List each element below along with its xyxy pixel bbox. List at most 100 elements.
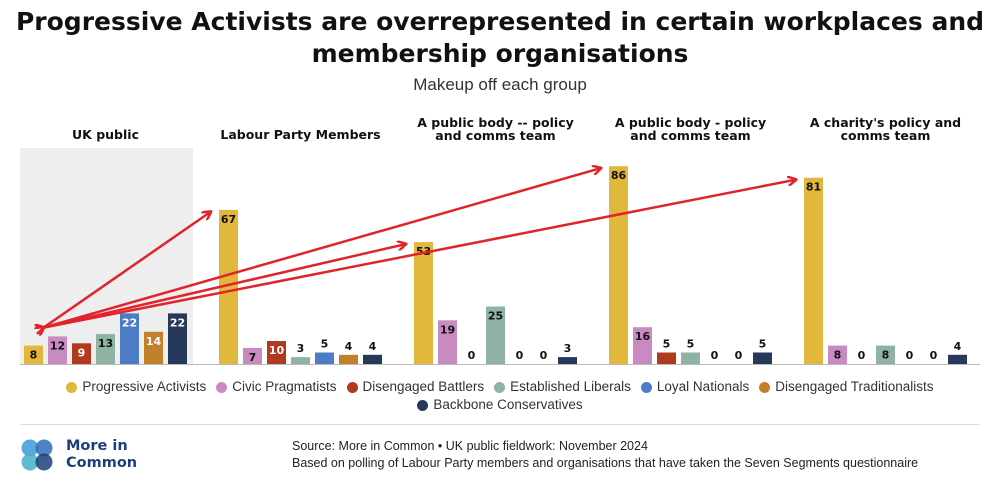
data-label: 12 [50,339,65,352]
source-line-2: Based on polling of Labour Party members… [292,456,919,470]
data-label: 5 [687,338,695,351]
bar [876,345,895,364]
legend-swatch [66,381,78,393]
data-label: 4 [369,340,377,353]
data-label: 0 [906,349,914,362]
bar [633,327,652,364]
bar [609,166,628,364]
data-label: 0 [468,349,476,362]
group-label: Labour Party Members [220,127,380,142]
data-label: 0 [858,349,866,362]
data-label: 4 [954,340,962,353]
logo-icon [21,439,53,471]
bar [144,331,163,364]
legend-item: Civic Pragmatists [216,378,337,396]
legend-label: Progressive Activists [82,379,207,394]
data-label: 3 [564,342,572,355]
bar [558,357,577,364]
legend-item: Backbone Conservatives [417,396,583,414]
data-label: 5 [321,338,329,351]
data-label: 67 [221,213,236,226]
chart-subtitle: Makeup off each group [413,75,587,94]
data-label: 14 [146,335,162,348]
bar [267,341,286,364]
group-label: A charity's policy and comms team [810,115,961,143]
logo-text: More in Common [66,438,137,472]
source-line-1: Source: More in Common • UK public field… [292,439,648,453]
bar [339,354,358,364]
data-label: 22 [122,316,137,329]
legend-item: Loyal Nationals [640,378,750,396]
data-label: 19 [440,323,455,336]
title-line-1: Progressive Activists are overrepresente… [15,7,985,36]
bar [291,357,310,364]
data-label: 8 [882,349,890,362]
legend-item: Disengaged Battlers [346,378,485,396]
legend-label: Established Liberals [510,379,631,394]
bar [657,352,676,364]
data-label: 25 [488,310,503,323]
legend-label: Civic Pragmatists [232,379,337,394]
data-label: 0 [516,349,524,362]
data-label: 5 [759,338,767,351]
data-label: 8 [834,349,842,362]
legend-row-2: Backbone Conservatives [20,396,980,414]
legend: Progressive Activists Civic Pragmatists Di… [20,378,980,414]
data-label: 22 [170,316,185,329]
bar [96,334,115,364]
logo-line-2: Common [66,455,138,471]
comparison-arrow [44,180,796,328]
data-label: 0 [711,349,719,362]
bar [828,345,847,364]
bar [72,343,91,364]
logo-line-1: More in [66,438,128,454]
legend-item: Disengaged Traditionalists [759,378,934,396]
bar [315,352,334,364]
data-label: 8 [30,349,38,362]
group-label: UK public [72,127,139,142]
legend-label: Backbone Conservatives [433,397,583,412]
legend-label: Disengaged Battlers [362,379,485,394]
highlight-background [20,148,193,364]
data-label: 5 [663,338,671,351]
legend-item: Established Liberals [494,378,631,396]
data-label: 9 [78,346,86,359]
data-label: 3 [297,342,305,355]
chart-title: Progressive Activists are overrepresente… [0,6,1000,70]
data-label: 13 [98,337,113,350]
group-label: A public body -- policy and comms team [417,115,574,143]
data-label: 0 [930,349,938,362]
bar [753,352,772,364]
data-label: 16 [635,330,651,343]
legend-swatch [346,381,358,393]
data-label: 86 [611,169,627,182]
bar [681,352,700,364]
bar [48,336,67,364]
title-line-2: membership organisations [311,39,689,68]
bar [804,177,823,364]
data-label: 0 [540,349,548,362]
data-label: 4 [345,340,353,353]
group-label: A public body - policy and comms team [615,115,766,143]
legend-row-1: Progressive Activists Civic Pragmatists Di… [20,378,980,396]
legend-label: Loyal Nationals [656,379,750,394]
data-label: 10 [269,344,285,357]
legend-swatch [640,381,652,393]
bar [243,347,262,364]
bar [363,354,382,364]
more-in-common-logo: More in Common [18,436,137,474]
source-note: Source: More in Common • UK public field… [292,438,918,472]
divider [20,424,980,425]
legend-label: Disengaged Traditionalists [775,379,934,394]
legend-swatch [759,381,771,393]
bar [948,354,967,364]
bar [414,242,433,364]
data-label: 0 [735,349,743,362]
data-label: 7 [249,351,257,364]
legend-item: Progressive Activists [66,378,206,396]
bar [24,345,43,364]
legend-swatch [417,399,429,411]
bar-chart: UK public 8 12 9 13 22 14 22 Labour Party Member… [20,115,980,365]
legend-swatch [494,381,506,393]
data-label: 81 [806,181,821,194]
